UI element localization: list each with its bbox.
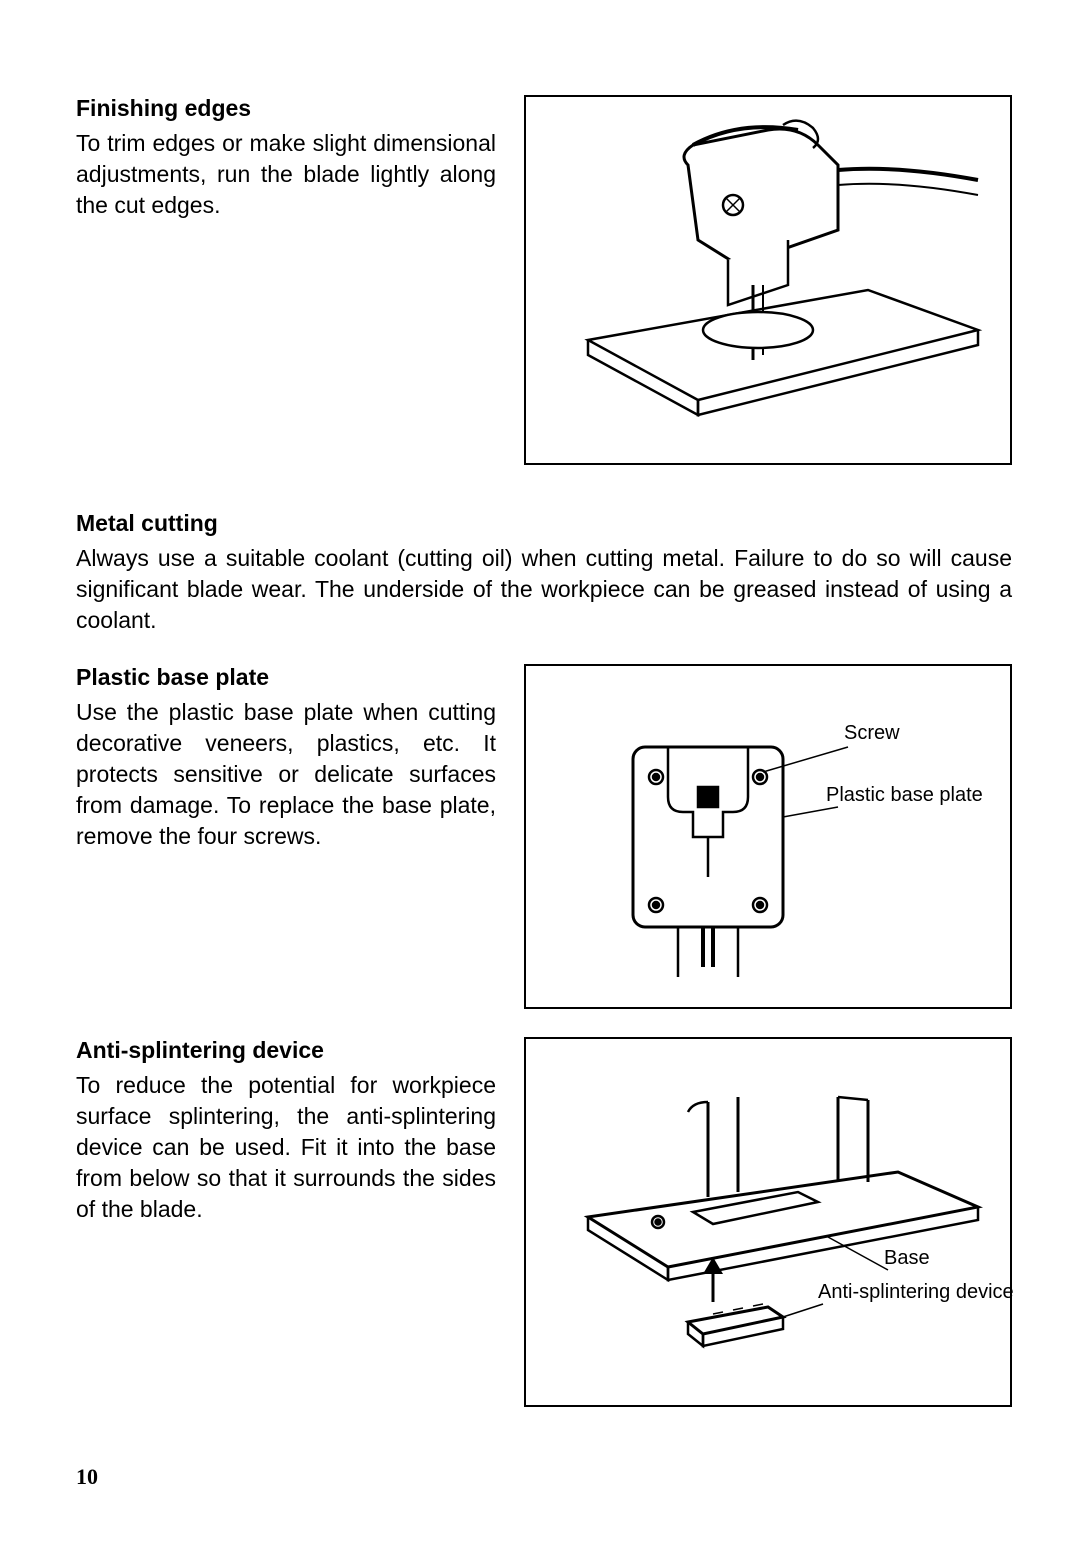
label-plastic-base-plate: Plastic base plate [826, 784, 983, 807]
body-metal-cutting: Always use a suitable coolant (cutting o… [76, 543, 1012, 636]
figure-finishing-edges [524, 95, 1012, 465]
heading-anti-splintering: Anti-splintering device [76, 1037, 496, 1064]
label-anti-splintering-device: Anti-splintering device [818, 1281, 1014, 1304]
text-col: Metal cutting Always use a suitable cool… [76, 510, 1012, 636]
body-anti-splintering: To reduce the potential for workpiece su… [76, 1070, 496, 1225]
anti-splinter-illustration [538, 1052, 998, 1392]
base-plate-illustration [538, 677, 998, 997]
label-screw: Screw [844, 722, 900, 745]
text-col: Finishing edges To trim edges or make sl… [76, 95, 496, 221]
section-finishing-edges: Finishing edges To trim edges or make sl… [76, 95, 1012, 465]
text-col: Anti-splintering device To reduce the po… [76, 1037, 496, 1225]
section-metal-cutting: Metal cutting Always use a suitable cool… [76, 510, 1012, 636]
body-plastic-base-plate: Use the plastic base plate when cutting … [76, 697, 496, 852]
heading-finishing-edges: Finishing edges [76, 95, 496, 122]
text-col: Plastic base plate Use the plastic base … [76, 664, 496, 852]
label-base: Base [884, 1247, 930, 1270]
heading-metal-cutting: Metal cutting [76, 510, 1012, 537]
body-finishing-edges: To trim edges or make slight dimensional… [76, 128, 496, 221]
figure-plastic-base-plate: Screw Plastic base plate [524, 664, 1012, 1009]
page-number: 10 [76, 1464, 98, 1490]
section-plastic-base-plate: Plastic base plate Use the plastic base … [76, 664, 1012, 1009]
section-anti-splintering: Anti-splintering device To reduce the po… [76, 1037, 1012, 1407]
heading-plastic-base-plate: Plastic base plate [76, 664, 496, 691]
figure-anti-splintering: Base Anti-splintering device [524, 1037, 1012, 1407]
jigsaw-edge-illustration [538, 110, 998, 450]
